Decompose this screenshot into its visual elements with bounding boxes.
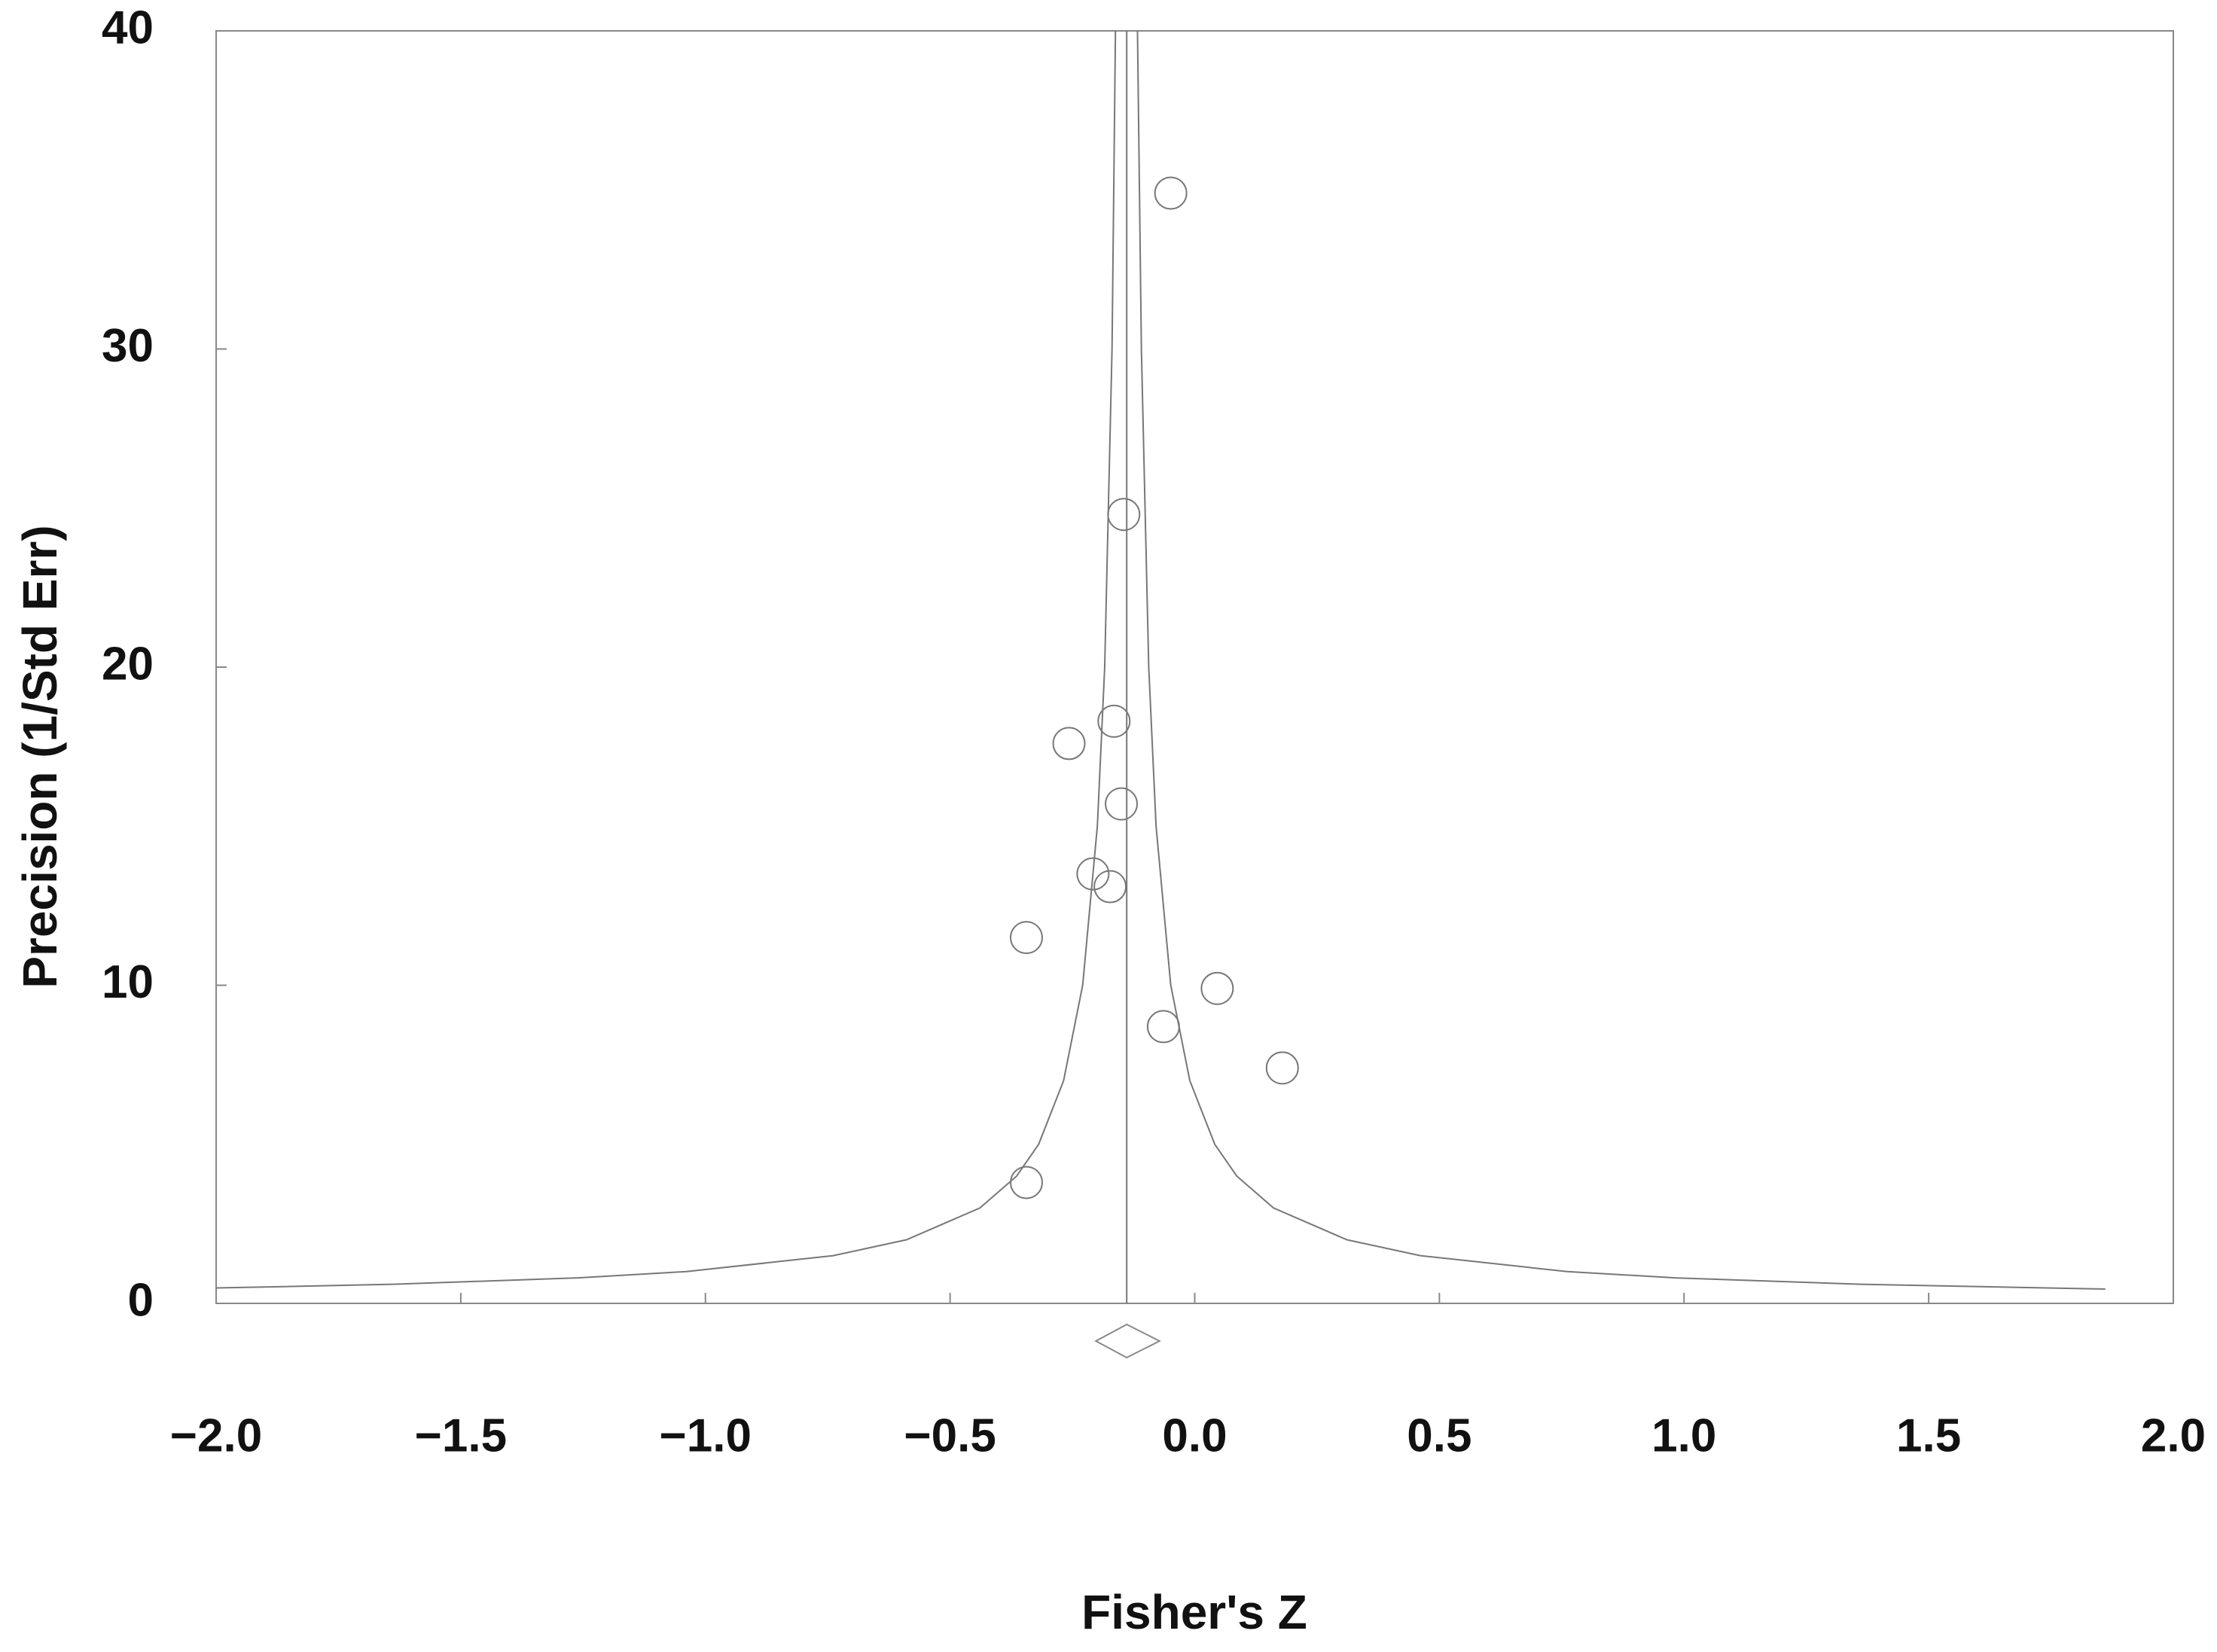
study-point [1097,704,1131,738]
study-point [1107,498,1141,532]
study-point [1093,870,1127,904]
x-axis-title: Fisher's Z [1081,1585,1307,1639]
y-tick-label: 20 [102,638,154,690]
study-point [1009,1166,1043,1199]
y-tick-label: 40 [102,2,154,53]
study-point [1265,1051,1299,1085]
x-tick-label: −1.5 [415,1410,507,1462]
x-tick-label: 1.5 [1896,1410,1961,1462]
x-tick-label: 0.0 [1162,1410,1227,1462]
y-tick-label: 10 [102,956,154,1008]
x-tick-label: 1.0 [1651,1410,1716,1462]
x-tick-label: −0.5 [904,1410,996,1462]
y-axis-title: Precision (1/Std Err) [13,525,67,988]
study-point [1200,971,1234,1005]
study-point [1076,857,1110,891]
y-tick-label: 30 [102,320,154,372]
x-tick-label: 0.5 [1407,1410,1471,1462]
study-point [1009,921,1043,955]
funnel-line [215,30,1117,1289]
study-point [1052,727,1086,760]
x-tick-label: 2.0 [2141,1410,2206,1462]
summary-diamond [1094,1323,1161,1359]
x-tick-label: −1.0 [660,1410,752,1462]
study-point [1146,1010,1180,1044]
funnel-line [1136,30,2106,1290]
x-tick-label: −2.0 [170,1410,262,1462]
y-tick-label: 0 [128,1274,154,1326]
study-point [1154,176,1188,210]
plot-frame [215,30,2174,1304]
study-point [1105,787,1139,821]
